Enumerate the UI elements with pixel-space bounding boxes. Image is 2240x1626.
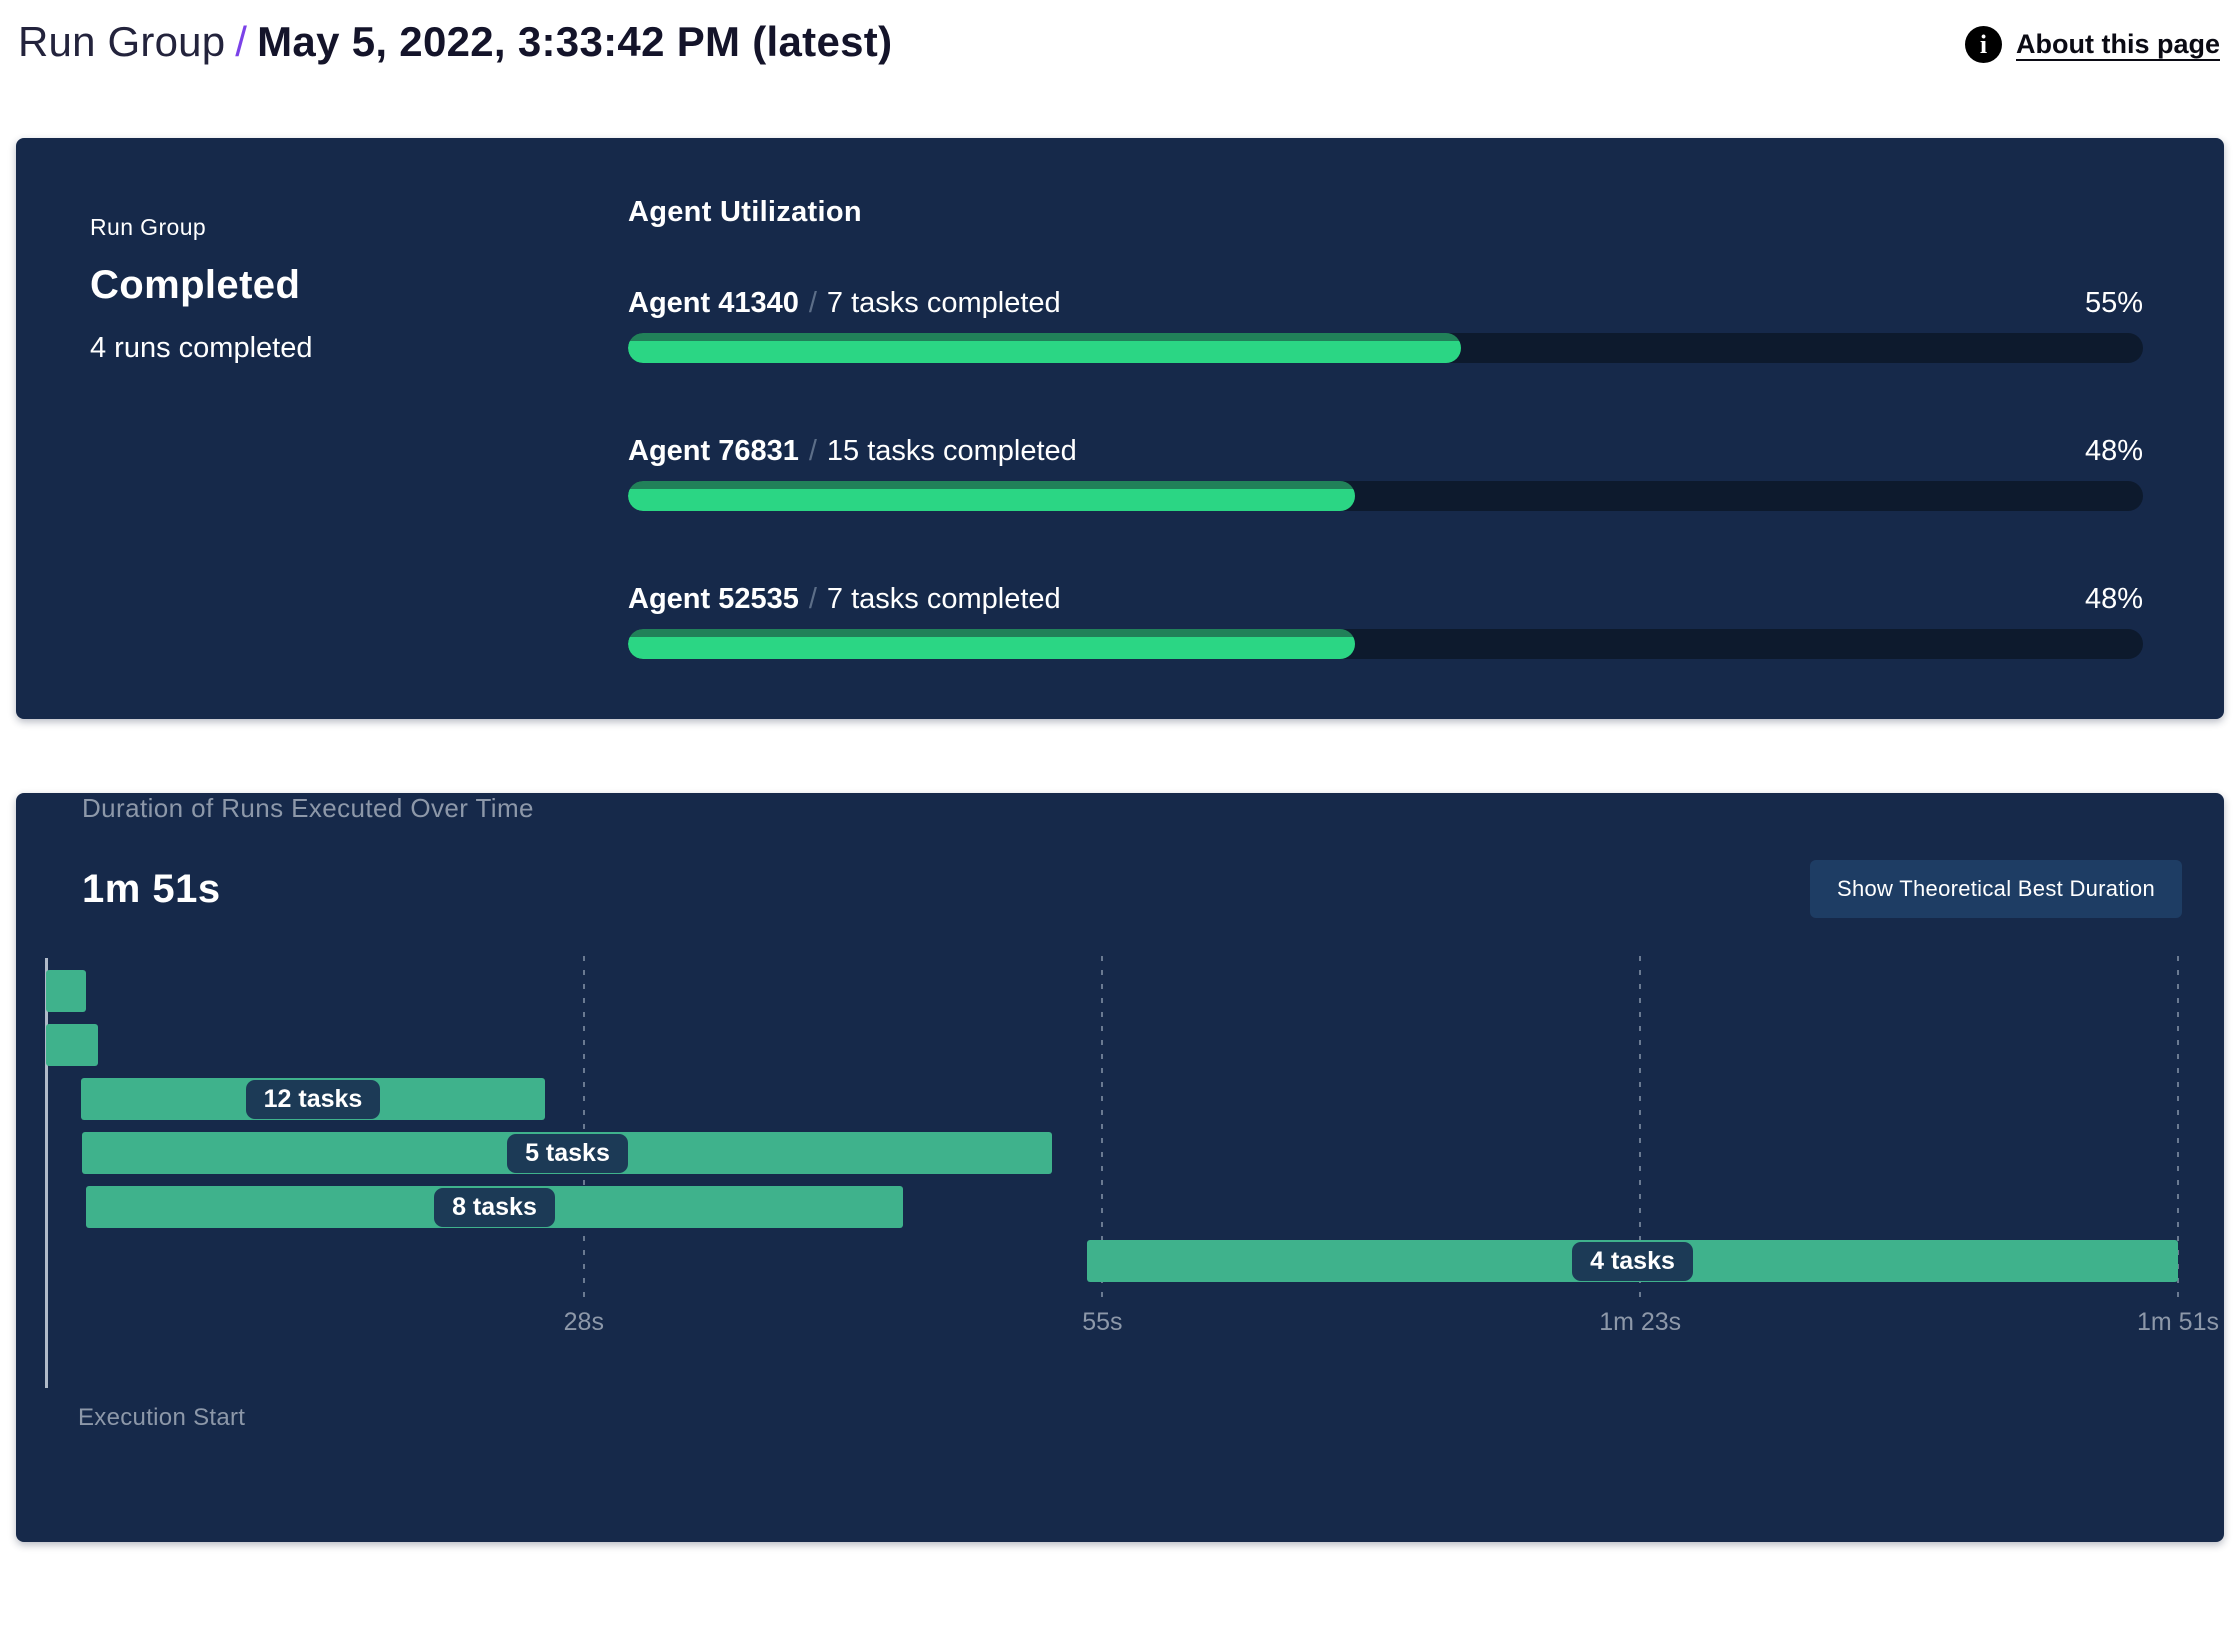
gantt-row <box>46 1024 2178 1066</box>
run-duration-bar[interactable]: 5 tasks <box>82 1132 1053 1174</box>
agent-progress-track <box>628 629 2143 659</box>
agent-tasks-completed: 7 tasks completed <box>826 287 1061 319</box>
gantt-row: 5 tasks <box>46 1132 2178 1174</box>
gridline <box>1101 956 1104 1300</box>
task-count-badge: 12 tasks <box>245 1079 381 1119</box>
agent-progress-fill <box>628 629 1356 659</box>
agent-row-label-line: Agent 41340 / 7 tasks completed 55% <box>628 285 2143 321</box>
agent-name-separator: / <box>808 287 817 319</box>
run-group-status-column: Run Group Completed 4 runs completed <box>16 138 561 719</box>
agent-progress-track <box>628 481 2143 511</box>
agent-utilization-row: Agent 41340 / 7 tasks completed 55% <box>628 285 2143 363</box>
run-duration-bar[interactable]: 12 tasks <box>80 1078 546 1120</box>
run-group-label: Run Group <box>90 214 207 240</box>
info-icon-glyph: i <box>1979 29 1988 59</box>
task-count-badge: 8 tasks <box>434 1187 555 1227</box>
run-duration-bar[interactable]: 4 tasks <box>1087 1240 2178 1282</box>
execution-start-axis-line <box>45 958 48 1388</box>
gantt-row: 12 tasks <box>46 1078 2178 1120</box>
agent-progress-fill <box>628 333 1462 363</box>
gridline <box>2177 956 2179 1300</box>
page-title: Run Group / May 5, 2022, 3:33:42 PM (lates… <box>18 14 892 70</box>
x-axis-tick-label: 55s <box>1082 1308 1123 1336</box>
task-count-badge: 4 tasks <box>1572 1241 1693 1281</box>
show-theoretical-best-duration-button[interactable]: Show Theoretical Best Duration <box>1810 860 2182 918</box>
run-duration-bar[interactable] <box>46 970 87 1012</box>
chart-subheader-row: 1m 51s Show Theoretical Best Duration <box>82 860 2182 918</box>
about-this-page-link[interactable]: i About this page <box>1965 26 2220 63</box>
x-axis-tick-label: 1m 23s <box>1599 1308 1682 1336</box>
page-title-date: May 5, 2022, 3:33:42 PM (latest) <box>257 18 893 65</box>
agent-utilization-list: Agent 41340 / 7 tasks completed 55% Agen… <box>628 285 2143 659</box>
agent-utilization-row: Agent 52535 / 7 tasks completed 48% <box>628 581 2143 659</box>
status-badge: Completed <box>90 263 301 307</box>
agent-name-separator: / <box>808 435 817 467</box>
run-duration-bar[interactable] <box>46 1024 98 1066</box>
agent-name-separator: / <box>808 583 817 615</box>
gridline <box>1639 956 1642 1300</box>
x-axis-tick-label: 28s <box>563 1308 604 1336</box>
agent-utilization-percent: 55% <box>2084 287 2143 319</box>
total-duration-value: 1m 51s <box>82 866 221 911</box>
agent-tasks-completed: 15 tasks completed <box>826 435 1077 467</box>
agent-utilization-row: Agent 76831 / 15 tasks completed 48% <box>628 433 2143 511</box>
agent-utilization-section: Agent Utilization Agent 41340 / 7 tasks … <box>561 138 2224 719</box>
agent-row-label-line: Agent 52535 / 7 tasks completed 48% <box>628 581 2143 617</box>
chart-title: Duration of Runs Executed Over Time <box>82 793 534 823</box>
execution-start-label: Execution Start <box>78 1404 246 1431</box>
breadcrumb: Run Group <box>18 18 226 65</box>
info-icon: i <box>1965 26 2002 63</box>
gantt-row <box>46 970 2178 1012</box>
x-axis-tick-label: 1m 51s <box>2137 1308 2219 1336</box>
about-link-label: About this page <box>2016 29 2220 59</box>
agent-name: Agent 52535 <box>628 583 799 615</box>
agent-name: Agent 41340 <box>628 287 799 319</box>
agent-utilization-title: Agent Utilization <box>628 196 862 228</box>
agent-utilization-percent: 48% <box>2084 583 2143 615</box>
run-duration-bar[interactable]: 8 tasks <box>86 1186 903 1228</box>
gantt-chart: 12 tasks 5 tasks 8 tasks 4 tasks 28s 55s 1m 2… <box>45 956 2219 1388</box>
gantt-row: 4 tasks <box>46 1240 2178 1282</box>
agent-tasks-completed: 7 tasks completed <box>826 583 1061 615</box>
breadcrumb-separator: / <box>235 18 248 65</box>
gantt-row: 8 tasks <box>46 1186 2178 1228</box>
task-count-badge: 5 tasks <box>507 1133 628 1173</box>
runs-completed-count: 4 runs completed <box>90 332 313 364</box>
agent-name: Agent 76831 <box>628 435 799 467</box>
duration-chart-card: Duration of Runs Executed Over Time 1m 5… <box>16 793 2224 1542</box>
gridline <box>582 956 585 1300</box>
agent-row-label-line: Agent 76831 / 15 tasks completed 48% <box>628 433 2143 469</box>
agent-progress-fill <box>628 481 1356 511</box>
page-header: Run Group / May 5, 2022, 3:33:42 PM (lates… <box>0 0 2240 88</box>
run-group-summary-card: Run Group Completed 4 runs completed Age… <box>16 138 2224 719</box>
agent-progress-track <box>628 333 2143 363</box>
agent-utilization-percent: 48% <box>2084 435 2143 467</box>
gantt-rows: 12 tasks 5 tasks 8 tasks 4 tasks <box>46 956 2178 1282</box>
